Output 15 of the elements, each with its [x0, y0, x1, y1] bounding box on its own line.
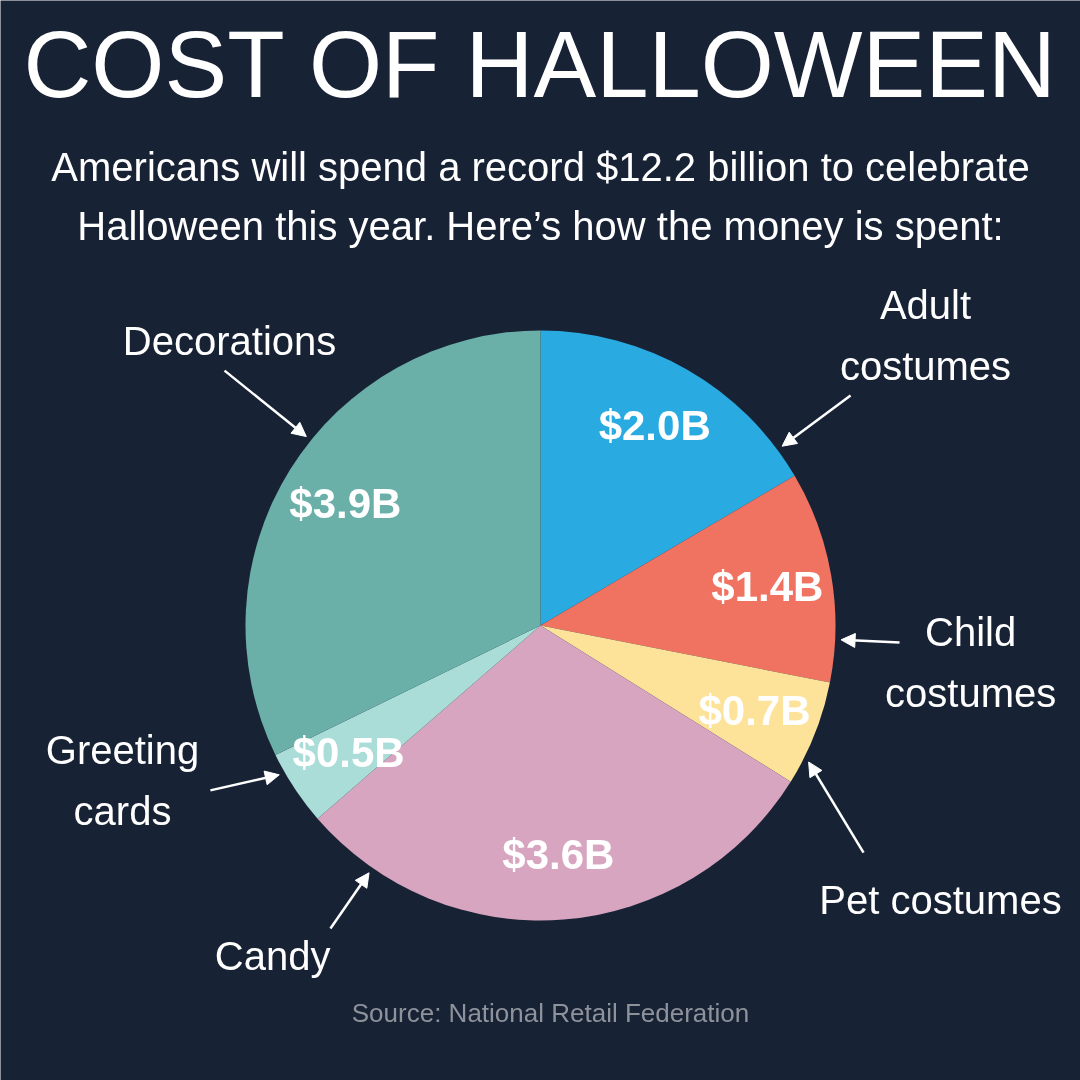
data-label: $1.4B [711, 563, 824, 611]
slice-label: Candy [214, 933, 331, 978]
data-label: $2.0B [598, 402, 711, 450]
data-label: $0.7B [698, 686, 811, 734]
slice-label: Pet costumes [819, 878, 1062, 923]
data-label: $3.9B [289, 480, 402, 528]
source-note: Source: National Retail Federation [351, 997, 750, 1028]
slice-label: Greeting cards [45, 727, 200, 834]
slice-label: Decorations [122, 318, 337, 363]
data-label: $3.6B [502, 831, 615, 879]
chart-subtitle: Americans will spend a record $12.2 billion to celebrate Halloween this year. Here’s how the money is spent: [51, 144, 1030, 249]
data-label: $0.5B [292, 728, 405, 776]
slice-label: Child costumes [885, 609, 1057, 716]
slice-label: Adult costumes [839, 282, 1012, 389]
chart-title: COST OF HALLOWEEN [23, 12, 1056, 117]
